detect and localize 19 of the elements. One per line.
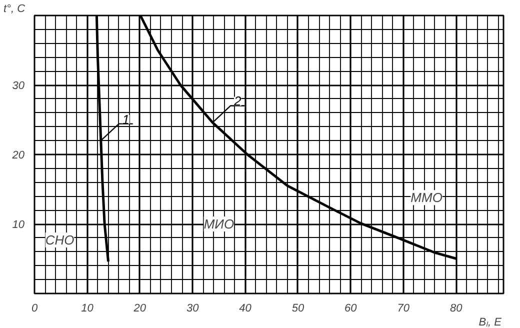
x-tick-label: 60: [344, 302, 358, 314]
x-tick-label: 20: [132, 302, 147, 314]
x-tick-label: 80: [450, 302, 464, 314]
x-tick-label: 50: [292, 302, 305, 314]
x-tick-label: 0: [31, 302, 38, 314]
series-label: 1: [122, 112, 130, 127]
y-tick-label: 20: [11, 150, 26, 162]
y-axis-title: t°, C: [4, 3, 26, 15]
x-axis-title: Bₗ, E: [478, 316, 502, 328]
annotation: МИО: [204, 216, 234, 232]
annotation: СНО: [45, 232, 74, 248]
y-tick-label: 30: [12, 80, 26, 92]
y-tick-label: 10: [12, 219, 26, 231]
x-tick-label: 40: [239, 302, 252, 314]
x-tick-label: 30: [186, 302, 200, 314]
x-tick-label: 70: [397, 302, 410, 314]
series-label: 2: [233, 94, 242, 109]
x-tick-label: 10: [81, 302, 94, 314]
annotation: ММО: [410, 190, 442, 206]
